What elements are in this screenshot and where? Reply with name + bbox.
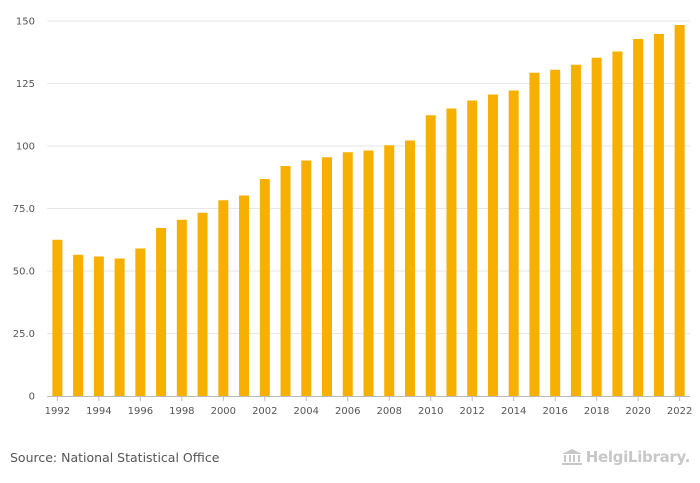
bar bbox=[93, 256, 104, 396]
bar-chart: 0 25.0 50.0 75.0 100 125 150 1992 1994 1996 1998 2… bbox=[13, 17, 693, 418]
bar bbox=[156, 228, 167, 396]
x-tick-label: 2000 bbox=[211, 406, 236, 417]
bar bbox=[674, 25, 685, 396]
bars bbox=[52, 25, 685, 396]
chart-footer: Source: National Statistical Office Helg… bbox=[0, 440, 700, 480]
x-tick-label: 2012 bbox=[459, 406, 484, 417]
bar bbox=[404, 140, 415, 396]
x-tick-label: 2022 bbox=[667, 406, 692, 417]
y-tick-label: 25.0 bbox=[13, 329, 35, 340]
library-building-icon bbox=[561, 449, 582, 465]
y-tick-label: 75.0 bbox=[13, 204, 35, 215]
bar bbox=[570, 64, 581, 396]
bar bbox=[384, 145, 395, 396]
bar bbox=[239, 195, 250, 396]
bar bbox=[52, 239, 63, 396]
x-tick-label: 1994 bbox=[86, 406, 111, 417]
y-tick-label: 100 bbox=[16, 142, 35, 153]
x-tick-label: 2008 bbox=[377, 406, 402, 417]
source-note: Source: National Statistical Office bbox=[10, 450, 220, 465]
x-tick-label: 2014 bbox=[501, 406, 526, 417]
bar bbox=[197, 212, 208, 396]
bar bbox=[218, 200, 229, 396]
x-tick-label: 2020 bbox=[625, 406, 650, 417]
x-tick-label: 1998 bbox=[169, 406, 194, 417]
bar bbox=[550, 69, 561, 396]
logo-text: HelgiLibrary. bbox=[585, 448, 691, 466]
bar bbox=[114, 258, 125, 396]
x-tick-label: 2002 bbox=[252, 406, 277, 417]
x-tick-label: 1996 bbox=[128, 406, 153, 417]
bar bbox=[487, 94, 498, 396]
x-tick-label: 1992 bbox=[45, 406, 70, 417]
bar bbox=[301, 160, 312, 396]
bar bbox=[591, 57, 602, 396]
y-tick-label: 125 bbox=[16, 79, 35, 90]
bar bbox=[508, 90, 519, 396]
y-axis-tick-labels: 0 25.0 50.0 75.0 100 125 150 bbox=[13, 17, 35, 403]
x-tick-label: 2006 bbox=[335, 406, 360, 417]
x-tick-label: 2004 bbox=[294, 406, 319, 417]
y-tick-label: 50.0 bbox=[13, 267, 35, 278]
y-tick-label: 0 bbox=[29, 392, 35, 403]
bar bbox=[467, 100, 478, 396]
bar bbox=[176, 219, 187, 396]
axes bbox=[47, 396, 690, 401]
bar bbox=[446, 108, 457, 396]
bar bbox=[529, 72, 540, 396]
bar bbox=[73, 254, 84, 396]
bar bbox=[653, 34, 664, 396]
bar bbox=[322, 157, 333, 396]
bar bbox=[363, 150, 374, 396]
bar bbox=[425, 115, 436, 396]
bar bbox=[280, 166, 291, 396]
bar bbox=[633, 39, 644, 396]
bar bbox=[612, 51, 623, 396]
helgilibrary-logo: HelgiLibrary. bbox=[561, 448, 690, 466]
bar bbox=[342, 152, 353, 396]
x-tick-label: 2010 bbox=[418, 406, 443, 417]
y-tick-label: 150 bbox=[16, 17, 35, 28]
x-tick-label: 2016 bbox=[542, 406, 567, 417]
bar bbox=[135, 248, 146, 396]
bar bbox=[259, 179, 270, 396]
x-tick-label: 2018 bbox=[584, 406, 609, 417]
x-axis-tick-labels: 1992 1994 1996 1998 2000 2002 2004 2006 2008 2010… bbox=[45, 406, 693, 417]
